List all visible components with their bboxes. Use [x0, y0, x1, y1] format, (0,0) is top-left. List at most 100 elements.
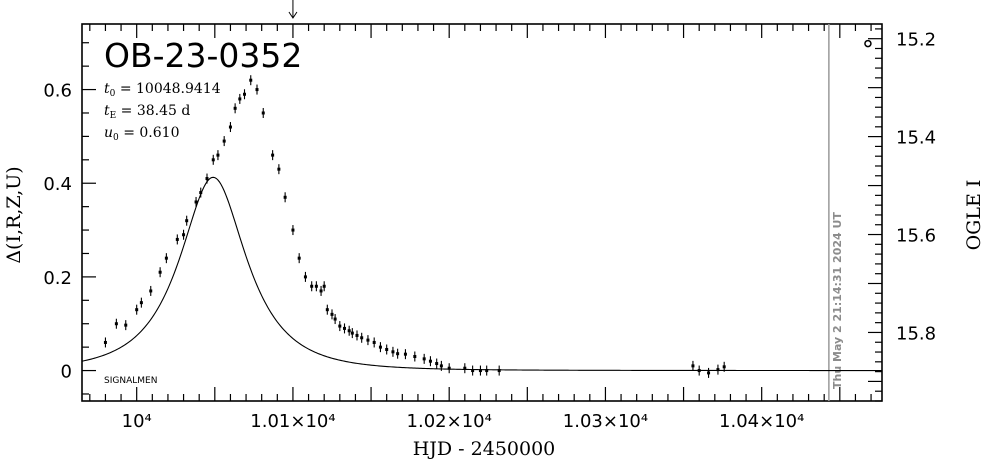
y-axis-title-right: OGLE I [963, 180, 985, 251]
param-tE-value: = 38.45 d [116, 103, 190, 119]
data-point [325, 308, 329, 312]
data-point [322, 284, 326, 288]
data-points [81, 39, 882, 378]
data-point [722, 365, 726, 369]
current-time-label: Thu May 2 21:14:31 2024 UT [831, 212, 844, 389]
data-point [211, 158, 215, 162]
data-point [360, 336, 364, 340]
data-point [428, 359, 432, 363]
data-point [716, 368, 720, 372]
param-tE-symbol: t [104, 103, 110, 119]
data-point [413, 355, 417, 359]
data-point [199, 191, 203, 195]
param-u0-value: = 0.610 [119, 125, 180, 141]
data-point [333, 317, 337, 321]
data-point [158, 270, 162, 274]
data-point [385, 347, 389, 351]
y-tick-label-left: 0.4 [43, 174, 72, 195]
data-point [697, 369, 701, 373]
y-tick-label-left: 0 [61, 362, 72, 383]
x-tick-label: 1.02×10⁴ [407, 411, 492, 432]
data-point [249, 78, 253, 82]
data-point [355, 333, 359, 337]
data-point [228, 125, 232, 129]
param-u0: u0 = 0.610 [104, 125, 179, 143]
param-u0-symbol: u [104, 125, 113, 141]
data-point [478, 369, 482, 373]
data-point [338, 324, 342, 328]
data-point [471, 369, 475, 373]
model-curve [81, 176, 882, 372]
data-point [205, 177, 209, 181]
data-point [463, 366, 467, 370]
data-point [164, 256, 168, 260]
data-point [485, 369, 489, 373]
x-tick-label: 1.04×10⁴ [719, 411, 804, 432]
data-point [216, 153, 220, 157]
plot-frame [81, 23, 883, 402]
chart-plot-area: Thu May 2 21:14:31 2024 UT [81, 0, 883, 402]
data-point [319, 289, 323, 293]
data-point [366, 338, 370, 342]
data-point [114, 322, 118, 326]
data-point [185, 219, 189, 223]
data-point [347, 329, 351, 333]
data-point [194, 200, 198, 204]
data-point [330, 312, 334, 316]
data-point [261, 111, 265, 115]
y-tick-label-left: 0.6 [43, 81, 72, 102]
peak-arrow-head [288, 11, 298, 19]
data-point [391, 350, 395, 354]
signature-label: SIGNALMEN [104, 376, 157, 386]
data-point [222, 139, 226, 143]
data-point [255, 88, 259, 92]
y-tick-label-right: 15.8 [896, 323, 936, 344]
data-point [277, 167, 281, 171]
x-tick-label: 1.01×10⁴ [250, 411, 335, 432]
data-point [182, 233, 186, 237]
param-t0-sub: 0 [110, 89, 116, 99]
data-point [175, 237, 179, 241]
y-tick-label-left: 0.2 [43, 268, 72, 289]
data-point [378, 345, 382, 349]
x-tick-label: 1.03×10⁴ [563, 411, 648, 432]
data-point [291, 228, 295, 232]
y-tick-label-right: 15.4 [896, 128, 936, 149]
data-point [135, 308, 139, 312]
data-point [497, 369, 501, 373]
data-point [149, 289, 153, 293]
data-point [238, 97, 242, 101]
param-tE: tE = 38.45 d [104, 103, 190, 121]
data-point [403, 352, 407, 356]
data-point [303, 275, 307, 279]
data-point [103, 340, 107, 344]
data-point [233, 106, 237, 110]
data-point [139, 301, 143, 305]
data-point [350, 331, 354, 335]
data-point [422, 357, 426, 361]
y-axis-title-left: Δ(I,R,Z,U) [3, 166, 25, 263]
y-tick-label-right: 15.2 [896, 30, 936, 51]
data-point [271, 153, 275, 157]
data-point [439, 364, 443, 368]
baseline-marker [864, 39, 872, 48]
param-tE-sub: E [110, 111, 117, 121]
x-tick-label: 10⁴ [122, 411, 152, 432]
data-point [310, 284, 314, 288]
y-tick-label-right: 15.6 [896, 226, 936, 247]
param-t0: t0 = 10048.9414 [104, 81, 221, 99]
data-point [435, 362, 439, 366]
data-point [372, 340, 376, 344]
data-point [343, 326, 346, 330]
data-point [124, 323, 128, 327]
data-point [447, 366, 451, 370]
data-point [243, 92, 246, 96]
data-point [707, 371, 711, 375]
axis-ticks: 10⁴ 1.01×10⁴ 1.02×10⁴ 1.03×10⁴ 1.04×10⁴ 0 0.2 0… [43, 24, 936, 432]
data-point [396, 352, 400, 356]
data-point [314, 284, 318, 288]
x-axis-title: HJD - 2450000 [413, 438, 556, 459]
param-t0-symbol: t [104, 81, 110, 97]
param-u0-sub: 0 [113, 133, 119, 143]
data-point [283, 195, 287, 199]
